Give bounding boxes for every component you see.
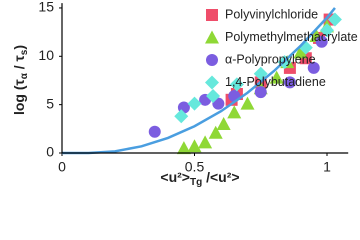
- x-label-sub: Tg: [190, 177, 202, 188]
- point: [327, 12, 342, 27]
- point: [198, 135, 213, 149]
- point: [320, 23, 334, 38]
- y-tick-label: 0: [46, 144, 54, 160]
- point: [206, 88, 221, 103]
- legend-label: Polyvinylchloride: [225, 7, 318, 21]
- point: [227, 105, 242, 119]
- y-tick-label: 10: [38, 47, 54, 63]
- point: [254, 86, 267, 99]
- x-tick-label: 0: [58, 159, 66, 175]
- y-axis-label: log (τα / τs): [11, 45, 30, 115]
- page: {"chart_data": {"type": "scatter", "ylab…: [10, 0, 358, 188]
- point: [293, 45, 308, 59]
- point: [187, 139, 202, 153]
- point: [229, 77, 244, 92]
- y-label-part: log (τ: [11, 79, 27, 116]
- point: [176, 141, 191, 155]
- y-label-sub: s: [19, 49, 30, 55]
- y-label-part: / τ: [11, 54, 27, 73]
- x-tick-label: 0.5: [185, 159, 205, 175]
- point: [253, 66, 268, 81]
- point: [240, 96, 255, 110]
- point: [315, 35, 328, 48]
- point: [208, 125, 223, 139]
- point: [216, 116, 231, 130]
- point: [187, 96, 202, 111]
- point: [307, 61, 320, 74]
- x-axis-label: <u²>Tg /<u²>: [160, 169, 239, 188]
- point: [269, 70, 284, 84]
- fit-curve: [62, 7, 336, 155]
- y-tick-label: 15: [38, 0, 54, 15]
- y-tick-label: 5: [46, 95, 54, 111]
- chart: log (τα / τs) <u²>Tg /<u²> 0 5 10 15 0 0.5 1 Po…: [11, 0, 358, 188]
- legend-marker: [205, 75, 219, 90]
- y-label-part: ): [11, 45, 27, 50]
- legend-label: 1,4-Polybutadiene: [225, 75, 326, 89]
- legend-marker: [206, 9, 218, 21]
- x-tick-label: 1: [323, 159, 331, 175]
- point: [212, 97, 225, 110]
- x-label-part: <u²>: [160, 169, 190, 185]
- legend-marker: [206, 54, 218, 66]
- legend-label: α-Polypropylene: [225, 52, 316, 66]
- y-label-sub: α: [19, 72, 30, 79]
- x-label-part: /<u²>: [202, 169, 239, 185]
- point: [283, 76, 296, 89]
- legend-marker: [205, 30, 219, 44]
- legend-label: Polymethylmethacrylate: [225, 30, 358, 44]
- point: [174, 109, 189, 124]
- point: [148, 125, 161, 138]
